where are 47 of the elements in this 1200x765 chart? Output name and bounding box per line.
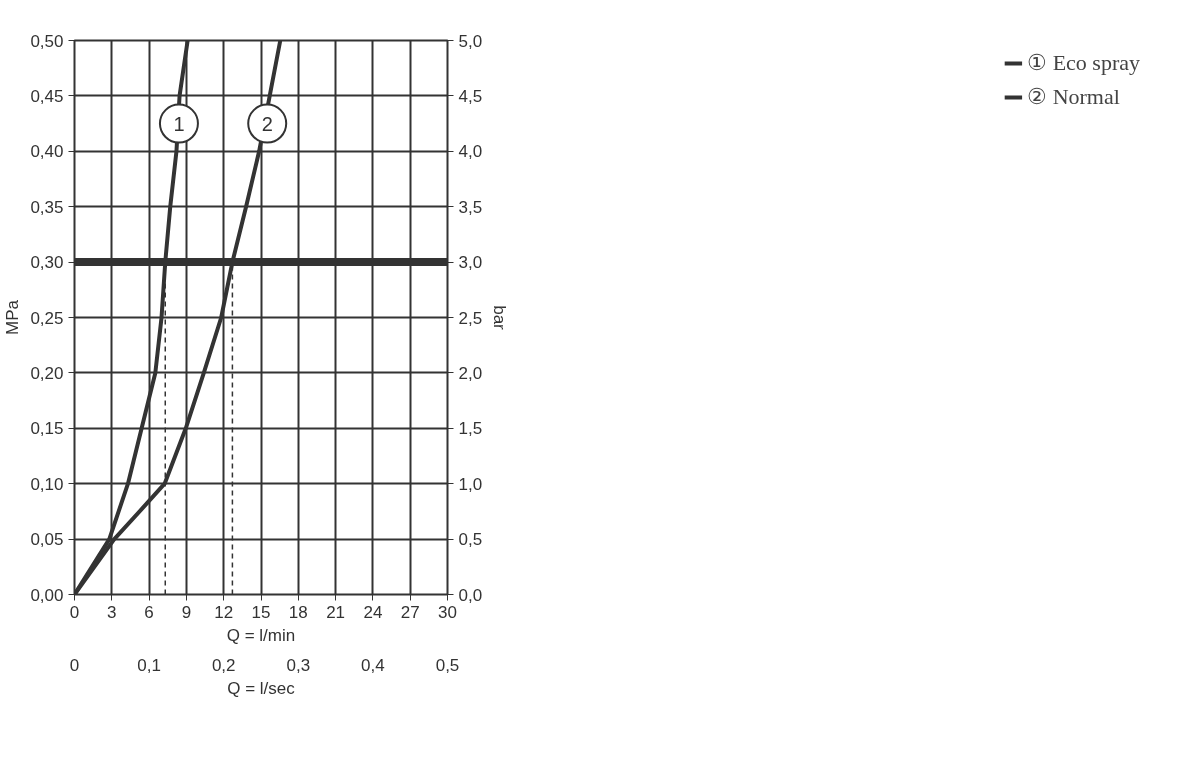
x2-tick-label: 0,5 <box>435 655 460 675</box>
annotation: 1 <box>173 112 185 135</box>
y2-tick-label: 5,0 <box>458 31 483 51</box>
x2-axis-title: Q = l/sec <box>227 678 296 698</box>
y2-tick-label: 3,0 <box>458 253 483 273</box>
x2-tick-label: 0,3 <box>286 655 311 675</box>
y-tick-label: 0,30 <box>30 253 64 273</box>
legend-label: ① Eco spray <box>1027 50 1140 76</box>
y2-tick-label: 1,0 <box>458 474 483 494</box>
y-tick-label: 0,40 <box>30 142 64 162</box>
y-tick-label: 0,50 <box>30 31 64 51</box>
legend-label: ② Normal <box>1027 84 1120 110</box>
x-tick-label: 24 <box>363 602 383 622</box>
x2-tick-label: 0 <box>69 655 80 675</box>
x-tick-label: 18 <box>288 602 308 622</box>
y2-tick-label: 2,5 <box>458 308 483 328</box>
x-tick-label: 9 <box>181 602 192 622</box>
y-tick-label: 0,10 <box>30 474 64 494</box>
y2-axis-title: bar <box>490 305 510 331</box>
y-tick-label: 0,20 <box>30 363 64 383</box>
annotation: 2 <box>261 112 273 135</box>
x2-tick-label: 0,1 <box>137 655 161 675</box>
y2-tick-label: 2,0 <box>458 363 483 383</box>
y-tick-label: 0,25 <box>30 308 64 328</box>
y2-tick-label: 0,0 <box>458 585 483 605</box>
y2-tick-label: 3,5 <box>458 197 483 217</box>
x-tick-label: 21 <box>326 602 346 622</box>
x-tick-label: 0 <box>69 602 80 622</box>
y-tick-label: 0,05 <box>30 530 64 550</box>
x2-tick-label: 0,4 <box>361 655 385 675</box>
y-tick-label: 0,45 <box>30 86 64 106</box>
x-tick-label: 30 <box>438 602 457 622</box>
x-tick-label: 27 <box>400 602 420 622</box>
y-axis-title: MPa <box>3 299 23 335</box>
y2-tick-label: 4,5 <box>458 86 483 106</box>
y-tick-label: 0,00 <box>30 585 64 605</box>
x2-tick-label: 0,2 <box>211 655 236 675</box>
x-axis-title: Q = l/min <box>226 625 296 645</box>
y2-tick-label: 0,5 <box>458 530 483 550</box>
y2-tick-label: 1,5 <box>458 419 483 439</box>
x-tick-label: 15 <box>251 602 271 622</box>
y-tick-label: 0,15 <box>30 419 64 439</box>
x-tick-label: 3 <box>107 602 117 622</box>
x-tick-label: 12 <box>214 602 234 622</box>
y-tick-label: 0,35 <box>30 197 64 217</box>
x-tick-label: 6 <box>144 602 154 622</box>
y2-tick-label: 4,0 <box>458 142 483 162</box>
